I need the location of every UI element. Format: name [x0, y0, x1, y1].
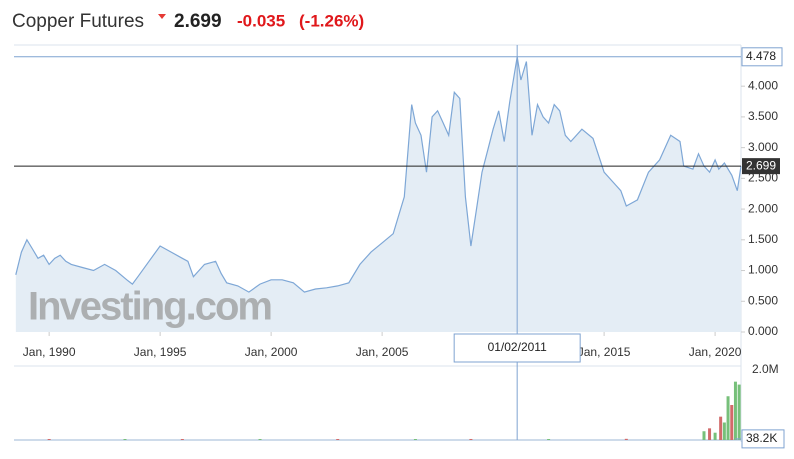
change: -0.035	[237, 11, 285, 30]
volume-bar	[719, 416, 723, 440]
volume-bar	[730, 405, 734, 440]
x-tick-label: Jan, 2015	[578, 345, 631, 359]
last-price-box	[742, 158, 780, 175]
volume-bar	[737, 384, 741, 440]
y-tick-label: 2.000	[748, 201, 778, 215]
last-price-label: 2.699	[746, 158, 776, 172]
volume-bar	[547, 439, 551, 440]
change-pct: (-1.26%)	[299, 11, 364, 30]
x-tick-label: Jan, 1995	[134, 345, 187, 359]
crosshair-vol-box	[741, 429, 785, 449]
down-arrow	[158, 14, 166, 19]
x-tick-label: Jan, 1990	[23, 345, 76, 359]
volume-bar	[336, 439, 340, 440]
volume-bar	[702, 431, 706, 440]
volume-tick-label: 2.0M	[752, 362, 779, 376]
volume-bar	[713, 432, 717, 440]
watermark: Investing.com	[28, 285, 271, 329]
crosshair-y-label: 4.478	[746, 49, 776, 63]
volume-bar	[708, 428, 712, 440]
y-tick-label: 3.000	[748, 140, 778, 154]
y-tick-label: 1.500	[748, 232, 778, 246]
x-tick-label: Jan, 2005	[356, 345, 409, 359]
volume-bar	[258, 439, 262, 440]
volume-bar	[722, 422, 726, 440]
y-tick-label: 0.000	[748, 324, 778, 338]
y-tick-label: 1.000	[748, 263, 778, 277]
last-price: 2.699	[174, 11, 222, 32]
crosshair-x-label: 01/02/2011	[488, 340, 547, 354]
volume-bar	[624, 438, 628, 440]
crosshair-y-box	[741, 47, 783, 67]
volume-bar	[726, 396, 730, 440]
crosshair-vol-label: 38.2K	[746, 431, 777, 445]
y-tick-label: 4.000	[748, 78, 778, 92]
volume-bar	[469, 438, 473, 440]
crosshair-x-box	[453, 333, 581, 363]
volume-bar	[733, 381, 737, 440]
title: Copper Futures	[12, 11, 144, 32]
x-tick-label: Jan, 2000	[245, 345, 298, 359]
x-tick-label: Jan, 2020	[689, 345, 742, 359]
volume-bar	[123, 439, 127, 440]
y-tick-label: 3.500	[748, 109, 778, 123]
price-line	[15, 56, 742, 293]
area-fill	[15, 56, 742, 333]
y-tick-label: 0.500	[748, 293, 778, 307]
volume-bar	[413, 439, 417, 440]
volume-bar	[47, 439, 51, 440]
volume-bar	[180, 439, 184, 440]
